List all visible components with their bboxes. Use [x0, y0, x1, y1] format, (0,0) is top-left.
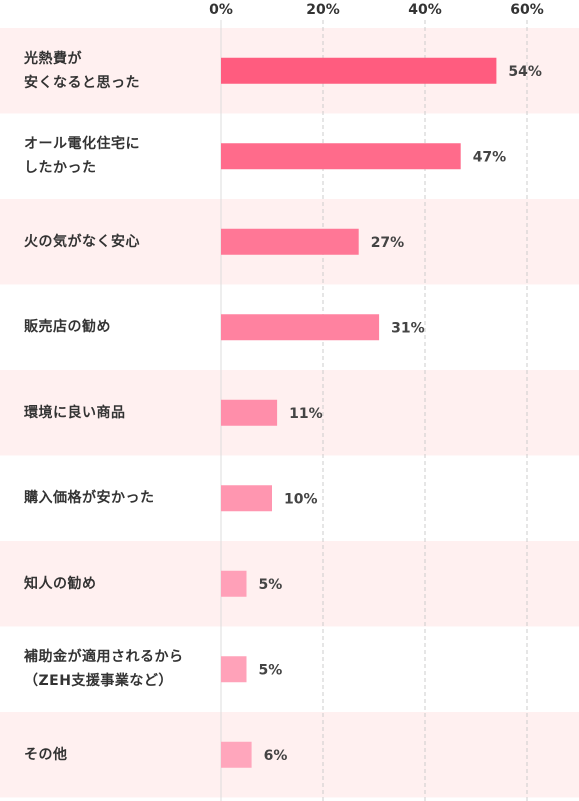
category-label: その他: [24, 712, 214, 798]
bar: [221, 570, 247, 597]
category-label: 光熱費が安くなると思った: [24, 28, 214, 114]
bar: [221, 228, 359, 255]
category-label-line: （ZEH支援事業など）: [24, 673, 173, 690]
category-label-line: オール電化住宅に: [24, 136, 140, 153]
bar: [221, 399, 278, 426]
bar: [221, 57, 497, 84]
category-label: オール電化住宅に したかった: [24, 114, 214, 200]
bar: [221, 656, 247, 683]
x-tick-label: 60%: [510, 2, 544, 18]
row-band: [0, 370, 579, 456]
bar: [221, 741, 252, 768]
bar: [221, 314, 380, 341]
category-label: 知人の勧め: [24, 541, 214, 627]
bar-value-label: 6%: [264, 748, 288, 764]
x-tick-label: 20%: [306, 2, 340, 18]
row-band: [0, 712, 579, 798]
category-label-line: 安くなると思った: [24, 74, 140, 91]
category-label-line: 補助金が適用されるから: [24, 649, 184, 666]
x-tick-label: 0%: [209, 2, 233, 18]
category-label-line: その他: [24, 746, 68, 763]
category-label-line: 販売店の勧め: [24, 319, 111, 336]
bar-value-label: 47%: [473, 149, 507, 165]
category-label-line: 購入価格が安かった: [24, 490, 155, 507]
bar: [221, 485, 272, 512]
bar-value-label: 31%: [391, 320, 425, 336]
bar-value-label: 5%: [259, 662, 283, 678]
category-label: 補助金が適用されるから （ZEH支援事業など）: [24, 627, 214, 713]
bar-value-label: 5%: [259, 577, 283, 593]
bar-value-label: 11%: [289, 406, 323, 422]
category-label-line: 光熱費が: [24, 50, 82, 67]
category-label-line: したかった: [24, 160, 97, 177]
category-label-line: 知人の勧め: [24, 575, 97, 592]
x-tick-label: 40%: [408, 2, 442, 18]
bar: [221, 143, 461, 170]
category-label: 販売店の勧め: [24, 285, 214, 371]
category-label: 火の気がなく安心: [24, 199, 214, 285]
row-band: [0, 541, 579, 627]
category-label: 購入価格が安かった: [24, 456, 214, 542]
bar-value-label: 27%: [371, 235, 405, 251]
bar-value-label: 10%: [284, 491, 318, 507]
bar-value-label: 54%: [508, 64, 542, 80]
category-label: 環境に良い商品: [24, 370, 214, 456]
category-label-line: 火の気がなく安心: [24, 233, 140, 250]
category-label-line: 環境に良い商品: [24, 404, 126, 421]
